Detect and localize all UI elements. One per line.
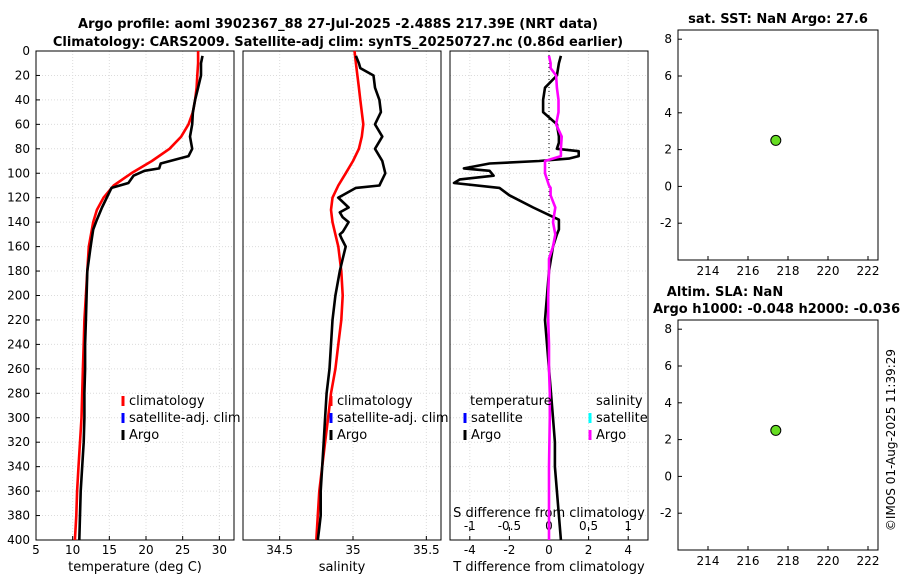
salinity-xtick-label: 34.5: [266, 543, 293, 557]
temperature-xtick-label: 30: [212, 543, 227, 557]
sst-xtick-label: 216: [737, 264, 760, 278]
difference-xtick-label: 4: [624, 543, 632, 557]
temperature-ytick-label: 0: [22, 44, 30, 58]
difference-legend-t-sat-label: satellite: [471, 411, 523, 426]
temperature-xlabel: temperature (deg C): [68, 560, 202, 575]
temperature-xtick-label: 20: [138, 543, 153, 557]
temperature-ytick-label: 40: [15, 93, 30, 107]
difference-legend-salinity-header: salinity: [596, 394, 643, 409]
temperature-frame: [35, 50, 235, 541]
temperature-ytick-label: 100: [7, 166, 30, 180]
difference-x2tick-label: -0.5: [498, 519, 521, 533]
temperature-ytick-label: 180: [7, 264, 30, 278]
temperature-ytick-label: 200: [7, 289, 30, 303]
temperature-xtick-label: 5: [32, 543, 40, 557]
temperature-ytick-label: 60: [15, 117, 30, 131]
salinity-panel: 34.5 35 35.5 salinity climatology satellite-a…: [242, 50, 449, 575]
sst-xtick-label: 222: [857, 264, 880, 278]
sla-xtick-label: 222: [857, 554, 880, 568]
sla-ytick-label: 6: [664, 359, 672, 373]
sla-xtick-label: 218: [777, 554, 800, 568]
difference-x2tick-label: -1: [464, 519, 476, 533]
sst-ytick-label: 4: [664, 106, 672, 120]
temperature-ytick-label: 360: [7, 484, 30, 498]
difference-legend-t-argo-label: Argo: [471, 428, 501, 443]
temperature-ytick-label: 80: [15, 142, 30, 156]
difference-legend-temperature-header: temperature: [470, 394, 552, 409]
temperature-series-argo: [78, 55, 204, 541]
salinity-legend-0-label: climatology: [337, 394, 413, 409]
temperature-panel: 0 20 40 60 80 100 120 140 160 180 200 220 240 260 280 3…: [7, 44, 241, 575]
temperature-legend-2-label: Argo: [129, 428, 159, 443]
temperature-ytick-label: 400: [7, 533, 30, 547]
temperature-ytick-label: 140: [7, 215, 30, 229]
temperature-ytick-label: 260: [7, 362, 30, 376]
sla-panel: -2 0 2 4 6 8 214 216 218 220 222: [660, 319, 880, 568]
sla-ytick-label: -2: [660, 506, 672, 520]
temperature-ytick-label: 20: [15, 68, 30, 82]
temperature-legend-1-label: satellite-adj. clim: [129, 411, 241, 426]
sst-ytick-label: 8: [664, 32, 672, 46]
temperature-ytick-label: 300: [7, 411, 30, 425]
sst-point-0: [770, 134, 782, 146]
difference-xtick-label: 0: [545, 543, 553, 557]
difference-xtick-label: -4: [464, 543, 476, 557]
temperature-ytick-label: 160: [7, 240, 30, 254]
salinity-series-climatology: [315, 50, 365, 541]
difference-xtick-label: -2: [503, 543, 515, 557]
sla-xtick-label: 220: [817, 554, 840, 568]
sla-xtick-label: 216: [737, 554, 760, 568]
sla-ytick-label: 2: [664, 433, 672, 447]
salinity-series-argo: [316, 55, 387, 541]
difference-x2tick-label: 0.5: [579, 519, 598, 533]
difference-series-s-argo-clim: [543, 55, 564, 540]
sst-ytick-label: 6: [664, 69, 672, 83]
temperature-ytick-label: 220: [7, 313, 30, 327]
figure-title-line-1: Argo profile: aoml 3902367_88 27-Jul-202…: [78, 17, 598, 32]
temperature-ytick-label: 380: [7, 509, 30, 523]
sla-panel-title-line-1: Altim. SLA: NaN: [667, 285, 783, 300]
temperature-ytick-label: 320: [7, 435, 30, 449]
sst-xtick-label: 218: [777, 264, 800, 278]
temperature-legend-0-label: climatology: [129, 394, 205, 409]
sla-ytick-label: 8: [664, 322, 672, 336]
salinity-legend-2-label: Argo: [337, 428, 367, 443]
salinity-xtick-label: 35.5: [413, 543, 440, 557]
temperature-xtick-label: 10: [65, 543, 80, 557]
salinity-xtick-label: 35: [345, 543, 360, 557]
temperature-ytick-label: 340: [7, 460, 30, 474]
figure-title-line-2: Climatology: CARS2009. Satellite-adj cli…: [53, 35, 623, 50]
difference-panel: -4 -2 0 2 4 T difference from climatology -1 -0…: [449, 50, 649, 575]
salinity-xlabel: salinity: [319, 560, 366, 575]
sst-ytick-label: 2: [664, 143, 672, 157]
sst-panel: -2 0 2 4 6 8 214 216 218 220 222: [660, 29, 880, 278]
sla-xtick-label: 214: [697, 554, 720, 568]
salinity-frame: [242, 50, 442, 541]
sla-ytick-label: 4: [664, 396, 672, 410]
salinity-legend-1-label: satellite-adj. clim: [337, 411, 449, 426]
sst-ytick-label: 0: [664, 179, 672, 193]
sst-ytick-label: -2: [660, 216, 672, 230]
temperature-xtick-label: 15: [102, 543, 117, 557]
plot-area: 0204060801001201401601802002202402602803…: [7, 29, 880, 575]
temperature-ytick-label: 120: [7, 191, 30, 205]
sla-ytick-label: 0: [664, 469, 672, 483]
difference-legend-s-argo-label: Argo: [596, 428, 626, 443]
temperature-ytick-label: 240: [7, 337, 30, 351]
sst-panel-title: sat. SST: NaN Argo: 27.6: [688, 12, 868, 27]
sla-point-0: [770, 424, 782, 436]
temperature-ytick-label: 280: [7, 386, 30, 400]
difference-legend-s-sat-label: satellite: [596, 411, 648, 426]
sst-xtick-label: 220: [817, 264, 840, 278]
difference-xlabel: T difference from climatology: [452, 560, 645, 575]
imos-timestamp-watermark: ©IMOS 01-Aug-2025 11:39:29: [884, 349, 898, 531]
sst-xtick-label: 214: [697, 264, 720, 278]
sla-panel-title-line-2: Argo h1000: -0.048 h2000: -0.036: [653, 302, 900, 317]
temperature-xtick-label: 25: [175, 543, 190, 557]
difference-x2tick-label: 1: [624, 519, 632, 533]
difference-xtick-label: 2: [585, 543, 593, 557]
